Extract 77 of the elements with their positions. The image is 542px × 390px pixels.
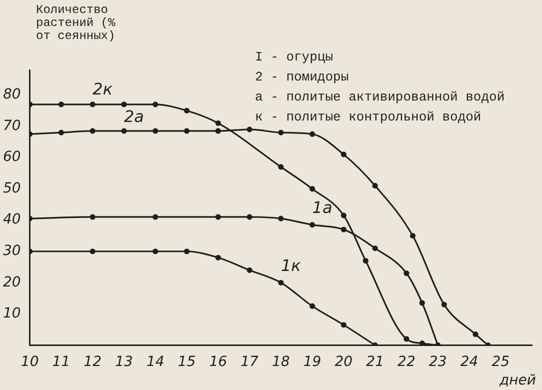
point	[309, 186, 316, 192]
annotation: а - политые активированной водой	[255, 89, 505, 104]
point	[152, 248, 158, 254]
point	[404, 336, 410, 342]
x-tick-label: 13	[115, 354, 133, 370]
point	[152, 128, 158, 134]
series-label: 2а	[124, 107, 144, 126]
x-axis-title: дней	[498, 372, 536, 389]
point	[278, 130, 284, 136]
point	[419, 300, 425, 306]
point	[278, 164, 284, 170]
y-tick-label: 30	[2, 243, 21, 260]
x-tick-label: 11	[52, 354, 70, 370]
point	[215, 254, 221, 260]
annotation: к - политые контрольной водой	[255, 109, 482, 124]
series-label: 1а	[312, 198, 332, 217]
y-tick-label: 40	[2, 212, 21, 228]
x-tick-label: 18	[272, 354, 290, 370]
point	[90, 102, 96, 108]
point	[152, 214, 158, 220]
x-tick-label: 25	[492, 354, 510, 370]
x-tick-label: 12	[84, 354, 102, 370]
point	[58, 130, 64, 136]
point	[246, 267, 252, 273]
point	[121, 102, 127, 108]
x-tick-label: 19	[303, 354, 322, 370]
point	[90, 214, 96, 220]
y-tick-label: 10	[2, 306, 21, 322]
point	[246, 126, 252, 132]
y-tick-label: 50	[2, 180, 21, 196]
annotation: 2 - помидоры	[255, 69, 349, 84]
text: I - огурцы	[255, 49, 334, 64]
point	[90, 128, 96, 134]
point	[152, 102, 158, 108]
point	[372, 182, 378, 189]
point	[340, 226, 346, 232]
x-tick-label: 17	[240, 354, 259, 370]
point	[309, 222, 316, 228]
x-tick-label: 23	[428, 354, 447, 370]
point	[215, 214, 221, 220]
x-tick-label: 20	[334, 354, 353, 370]
point	[309, 131, 316, 137]
series-label: 1к	[280, 256, 302, 275]
x-tick-label: 24	[460, 354, 478, 370]
point	[472, 331, 478, 338]
x-tick-label: 15	[178, 354, 196, 370]
point	[441, 302, 447, 308]
point	[309, 303, 316, 309]
point	[362, 258, 368, 264]
point	[184, 128, 190, 134]
y-tick-label: 80	[2, 86, 21, 103]
point	[215, 128, 221, 134]
point	[340, 322, 346, 328]
y-tick-label: 70	[2, 118, 21, 134]
point	[121, 128, 127, 134]
point	[278, 216, 284, 222]
point	[278, 280, 284, 286]
point	[90, 248, 96, 254]
series-label: 2к	[92, 80, 113, 99]
point	[340, 152, 346, 158]
point	[58, 102, 64, 108]
y-axis-title: Количество растений (% от сеянных)	[36, 3, 116, 44]
point	[215, 120, 221, 126]
x-tick-label: 21	[366, 354, 384, 370]
y-tick-label: 60	[2, 149, 21, 166]
x-tick-label: 14	[146, 354, 164, 370]
point	[184, 248, 190, 254]
point	[410, 232, 416, 239]
point	[404, 270, 410, 276]
x-tick-label: 22	[398, 354, 416, 370]
point	[246, 214, 252, 220]
y-tick-label: 20	[2, 274, 21, 290]
point	[184, 108, 190, 114]
x-tick-label: 10	[20, 354, 39, 370]
point	[372, 245, 378, 252]
x-tick-label: 16	[209, 354, 228, 370]
point	[340, 212, 346, 218]
